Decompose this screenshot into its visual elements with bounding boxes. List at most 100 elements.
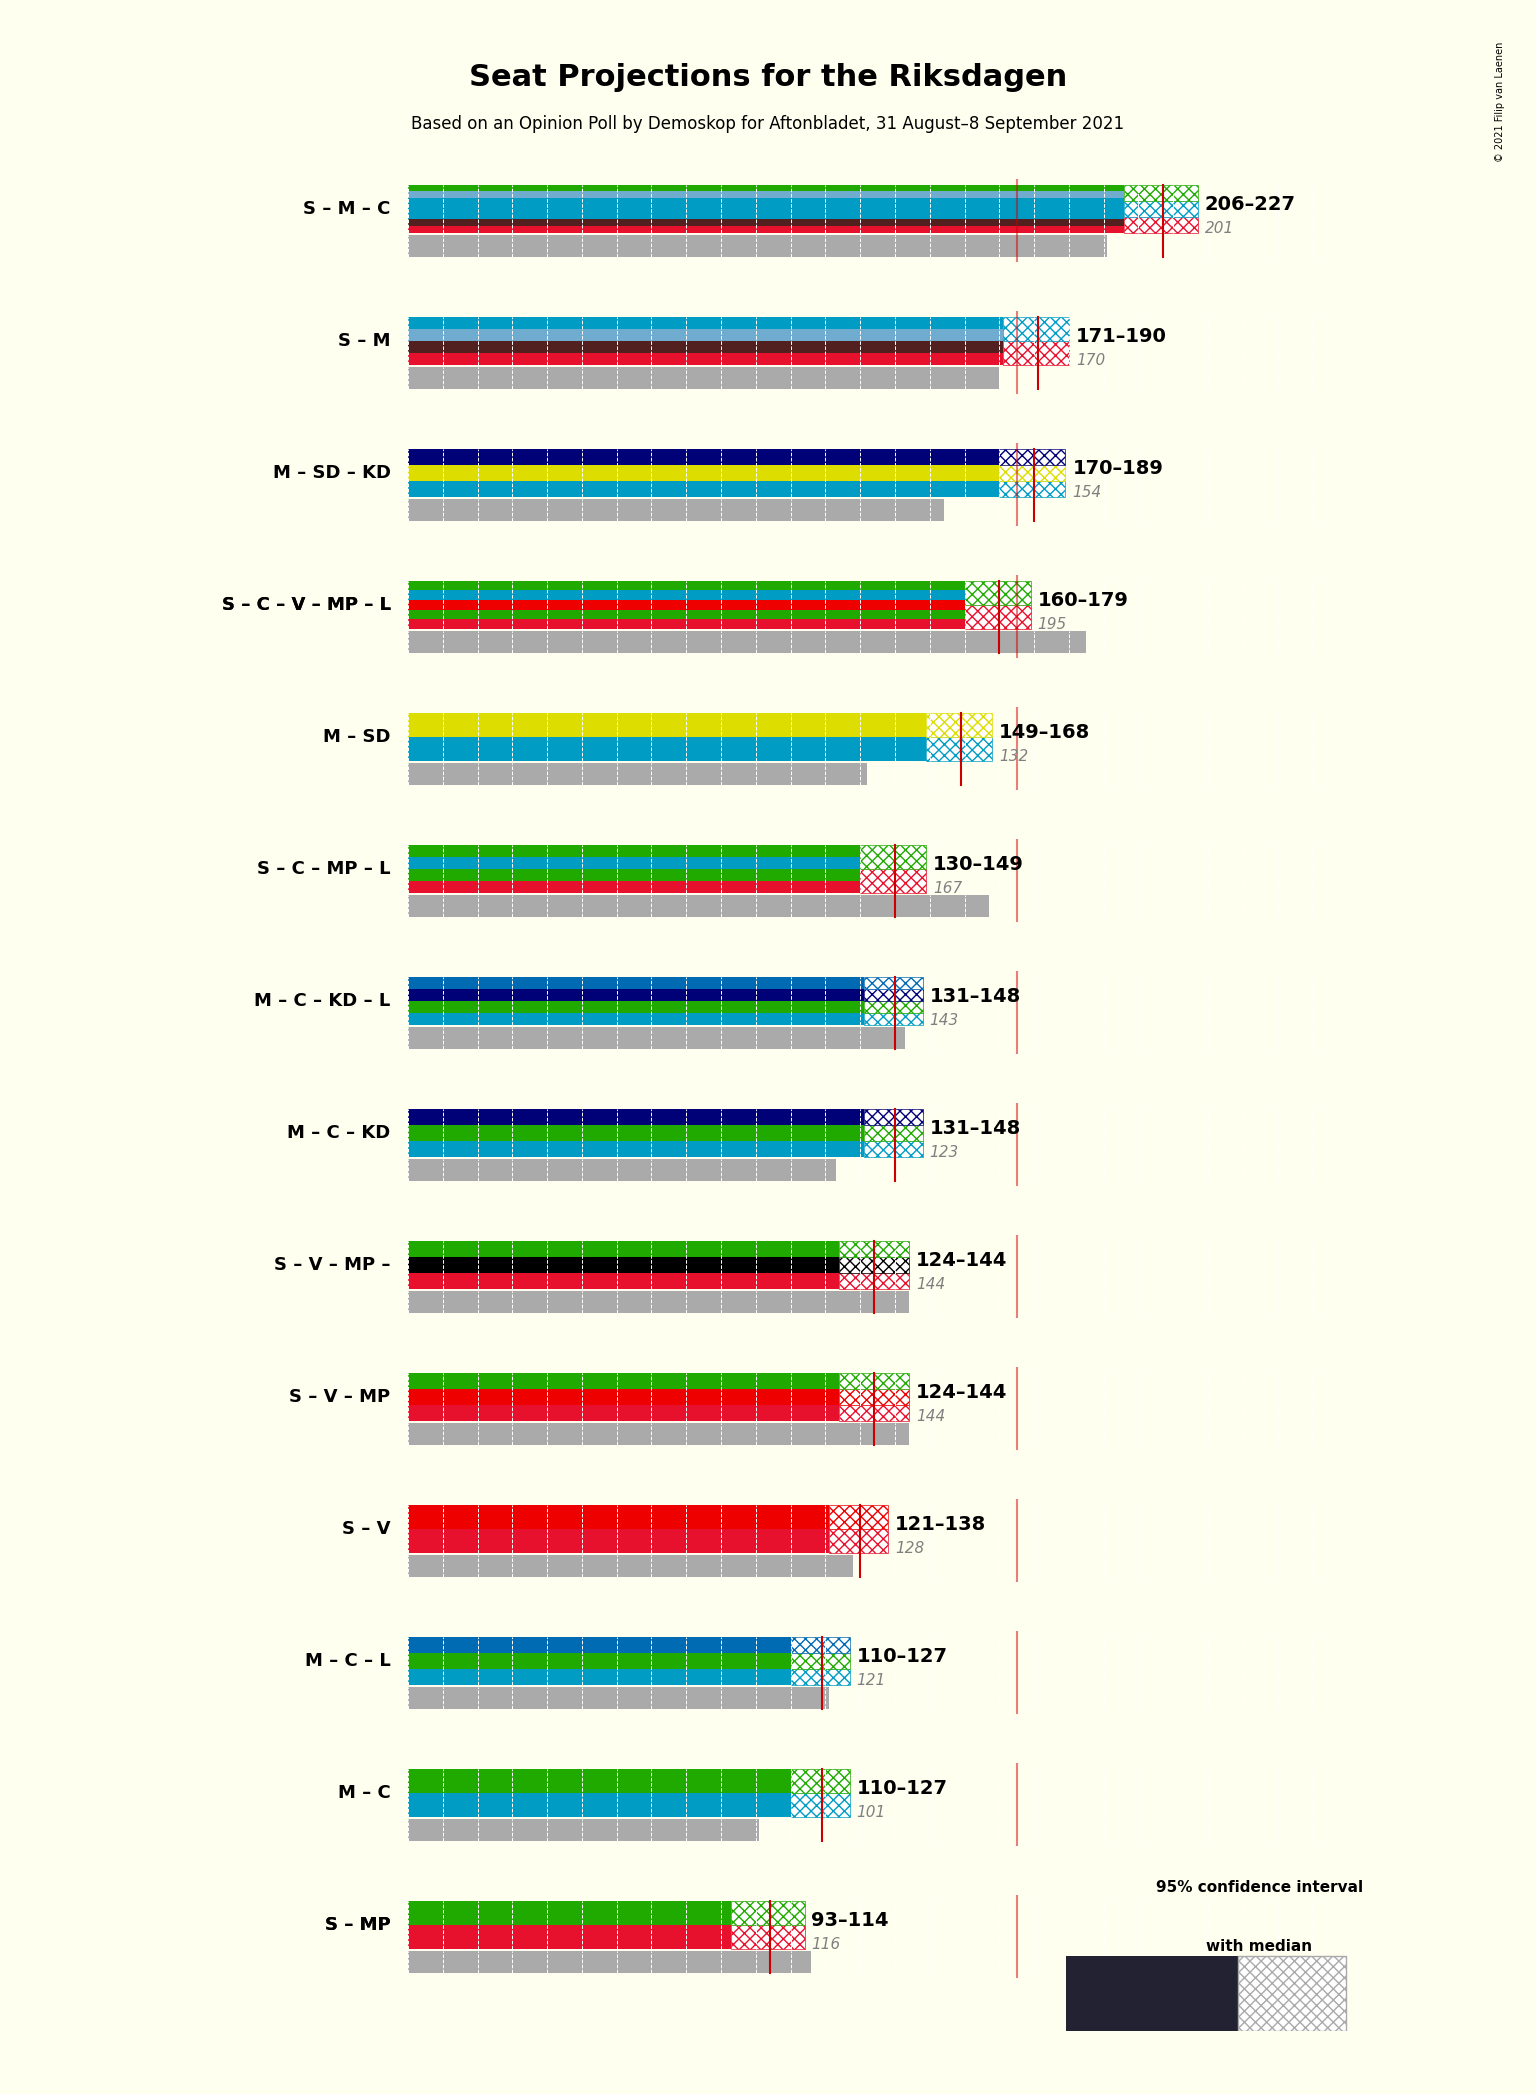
Bar — [409, 184, 1124, 191]
Bar — [409, 1769, 791, 1792]
Text: 170: 170 — [1075, 352, 1104, 369]
Bar — [863, 1001, 923, 1013]
Text: 154: 154 — [1072, 484, 1101, 500]
Bar — [409, 580, 965, 591]
Bar — [860, 844, 926, 869]
Text: 201: 201 — [1204, 220, 1233, 237]
Bar — [409, 1001, 863, 1013]
Bar — [409, 894, 989, 917]
Text: S – V: S – V — [343, 1520, 390, 1537]
Bar — [1000, 482, 1066, 496]
Bar — [839, 1242, 909, 1256]
Bar — [409, 856, 860, 869]
Text: S – M – C: S – M – C — [303, 199, 390, 218]
Text: S – C – MP – L: S – C – MP – L — [257, 861, 390, 877]
Bar — [839, 1388, 909, 1405]
Bar — [791, 1669, 849, 1686]
Text: 144: 144 — [915, 1409, 945, 1424]
Bar — [409, 354, 1003, 364]
Bar — [409, 620, 965, 628]
Bar — [409, 869, 860, 882]
Bar — [1124, 184, 1198, 201]
Bar — [1003, 316, 1069, 341]
Bar — [409, 1556, 852, 1577]
Text: © 2021 Filip van Laenen: © 2021 Filip van Laenen — [1495, 42, 1505, 161]
Text: 131–148: 131–148 — [929, 986, 1021, 1005]
Bar — [409, 1506, 829, 1529]
Bar — [926, 737, 992, 760]
Bar — [409, 844, 860, 856]
Bar — [409, 1124, 863, 1141]
Bar — [409, 1013, 863, 1026]
Bar — [409, 498, 943, 521]
Bar — [409, 1529, 829, 1554]
Text: 144: 144 — [915, 1277, 945, 1292]
Bar — [409, 712, 926, 737]
Bar — [1000, 465, 1066, 482]
Bar — [839, 1374, 909, 1388]
Bar — [409, 220, 1124, 226]
Text: 116: 116 — [811, 1937, 840, 1952]
Bar — [863, 1013, 923, 1026]
Bar — [409, 1901, 731, 1924]
Text: 128: 128 — [895, 1541, 925, 1556]
Bar — [409, 737, 926, 760]
Bar — [409, 1952, 811, 1973]
Bar — [1066, 1956, 1238, 2031]
Text: 121–138: 121–138 — [895, 1516, 986, 1535]
Bar — [409, 1924, 731, 1950]
Bar — [791, 1769, 849, 1792]
Bar — [829, 1529, 888, 1554]
Bar — [409, 882, 860, 892]
Bar — [839, 1256, 909, 1273]
Bar — [863, 1124, 923, 1141]
Bar — [409, 1273, 839, 1290]
Text: M – C – L: M – C – L — [304, 1652, 390, 1669]
Bar — [409, 448, 1000, 465]
Bar — [409, 1256, 839, 1273]
Bar — [1000, 448, 1066, 465]
Text: S – C – V – MP – L: S – C – V – MP – L — [221, 597, 390, 614]
Text: 95% confidence interval: 95% confidence interval — [1157, 1880, 1362, 1895]
Bar — [409, 1669, 791, 1686]
Bar — [731, 1924, 805, 1950]
Bar — [409, 1688, 829, 1709]
Text: S – MP: S – MP — [326, 1916, 390, 1935]
Bar — [1124, 218, 1198, 232]
Text: 160–179: 160–179 — [1037, 591, 1129, 609]
Bar — [409, 988, 863, 1001]
Text: Based on an Opinion Poll by Demoskop for Aftonbladet, 31 August–8 September 2021: Based on an Opinion Poll by Demoskop for… — [412, 115, 1124, 134]
Text: 206–227: 206–227 — [1204, 195, 1295, 214]
Bar — [409, 1026, 905, 1049]
Bar — [965, 605, 1031, 628]
Text: 101: 101 — [857, 1805, 886, 1820]
Bar — [409, 226, 1124, 232]
Bar — [409, 205, 1124, 211]
Text: S – M: S – M — [338, 331, 390, 350]
Text: 121: 121 — [857, 1673, 886, 1688]
Bar — [409, 1374, 839, 1388]
Bar — [409, 199, 1124, 205]
Bar — [409, 591, 965, 601]
Text: S – V – MP: S – V – MP — [289, 1388, 390, 1405]
Bar — [409, 465, 1000, 482]
Text: S – MP: S – MP — [326, 1916, 390, 1935]
Bar — [965, 580, 1031, 605]
Bar — [1238, 1956, 1346, 2031]
Bar — [409, 1652, 791, 1669]
Bar — [731, 1901, 805, 1924]
Text: 149–168: 149–168 — [1000, 722, 1091, 741]
Bar — [1124, 201, 1198, 218]
Text: Seat Projections for the Riksdagen: Seat Projections for the Riksdagen — [468, 63, 1068, 92]
Bar — [829, 1506, 888, 1529]
Bar — [863, 1108, 923, 1124]
Text: 131–148: 131–148 — [929, 1118, 1021, 1137]
Bar — [409, 1638, 791, 1652]
Text: S – V – MP –: S – V – MP – — [273, 1256, 390, 1273]
Bar — [863, 988, 923, 1001]
Bar — [409, 1820, 759, 1841]
Bar — [409, 211, 1124, 220]
Bar — [839, 1405, 909, 1422]
Bar — [409, 316, 1003, 329]
Bar — [409, 1792, 791, 1818]
